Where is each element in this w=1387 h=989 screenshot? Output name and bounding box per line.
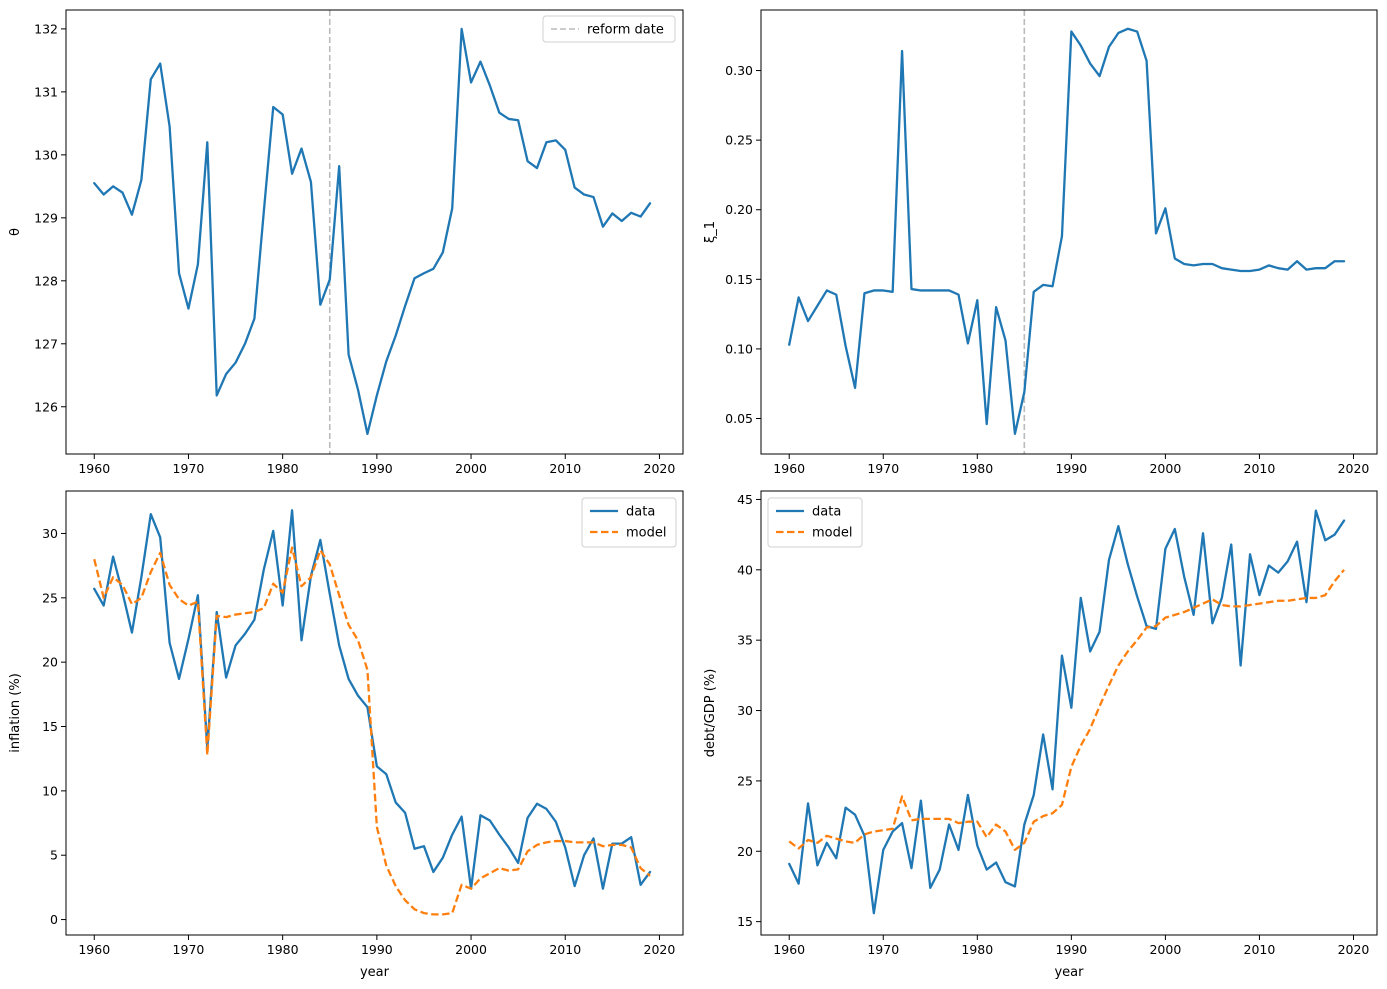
inflation-legend-model-label: model — [626, 526, 666, 541]
xi1-y-tick-label: 0.20 — [725, 202, 753, 217]
theta-x-tick-label: 1980 — [267, 461, 299, 476]
debt-x-tick-label: 1980 — [961, 942, 993, 957]
xi1-series-line-line — [788, 27, 1346, 435]
inflation-y-tick-label: 15 — [42, 719, 58, 734]
debt-x-tick-label: 1960 — [773, 942, 805, 957]
theta-y-tick-label: 130 — [34, 147, 58, 162]
debt-legend-data-label: data — [812, 505, 841, 520]
xi1-x-tick-label: 1960 — [773, 461, 805, 476]
xi1-x-tick-label: 1970 — [867, 461, 899, 476]
debt-legend-model-label: model — [812, 526, 852, 541]
theta-y-tick-label: 128 — [34, 273, 58, 288]
debt-y-tick-label: 30 — [737, 703, 753, 718]
inflation-x-tick-label: 1970 — [173, 942, 205, 957]
theta-axes-frame — [65, 9, 684, 455]
inflation-y-tick-label: 25 — [42, 590, 58, 605]
debt-y-tick-label: 20 — [737, 844, 753, 859]
inflation-series-data-line — [93, 509, 652, 890]
theta-x-tick-label: 2000 — [455, 461, 487, 476]
xi1-y-tick-label: 0.10 — [725, 341, 753, 356]
debt-gdp-panel: 1960 1970 1980 1990 2000 2010 2020 15 20 25 30 35 40… — [703, 490, 1378, 980]
inflation-x-tick-label: 1980 — [267, 942, 299, 957]
xi1-y-tick-label: 0.25 — [725, 133, 753, 148]
xi1-x-tick-label: 1990 — [1055, 461, 1087, 476]
theta-panel: 1960 1970 1980 1990 2000 2010 2020 126 127 128 129… — [8, 9, 684, 476]
debt-x-tick-label: 2000 — [1149, 942, 1181, 957]
inflation-x-tick-label: 2020 — [644, 942, 676, 957]
debt-x-tick-label: 2020 — [1338, 942, 1370, 957]
debt-y-tick-label: 35 — [737, 633, 753, 648]
theta-y-axis-label: θ — [8, 228, 23, 236]
inflation-y-tick-label: 5 — [50, 848, 58, 863]
theta-x-tick-label: 2020 — [644, 461, 676, 476]
inflation-x-tick-label: 1990 — [361, 942, 393, 957]
xi1-x-tick-label: 2000 — [1149, 461, 1181, 476]
xi1-axes-frame — [760, 9, 1378, 455]
xi1-y-axis-label: ξ_1 — [703, 221, 718, 243]
theta-legend: reform date — [542, 15, 676, 43]
theta-x-tick-label: 1960 — [78, 461, 110, 476]
xi1-panel: 1960 1970 1980 1990 2000 2010 2020 0.05 0.10 0.15… — [703, 9, 1378, 476]
inflation-y-tick-label: 20 — [42, 655, 58, 670]
debt-series-data-line — [788, 509, 1346, 915]
inflation-y-tick-label: 0 — [50, 912, 58, 927]
inflation-axes-frame — [65, 490, 684, 936]
debt-axes-frame — [760, 490, 1378, 936]
inflation-series-model-line — [93, 546, 651, 916]
xi1-x-tick-label: 1980 — [961, 461, 993, 476]
debt-y-tick-label: 45 — [737, 492, 753, 507]
debt-y-axis-label: debt/GDP (%) — [703, 669, 718, 758]
inflation-x-tick-label: 2010 — [549, 942, 581, 957]
debt-x-tick-label: 1990 — [1055, 942, 1087, 957]
theta-y-tick-label: 129 — [34, 210, 58, 225]
inflation-panel: 1960 1970 1980 1990 2000 2010 2020 0 5 10 15 20 25 30… — [8, 490, 684, 980]
theta-x-tick-label: 1970 — [173, 461, 205, 476]
theta-series-line-line — [93, 27, 652, 436]
debt-x-tick-label: 1970 — [867, 942, 899, 957]
theta-x-tick-label: 2010 — [549, 461, 581, 476]
debt-y-tick-label: 40 — [737, 562, 753, 577]
debt-x-axis-label: year — [1054, 965, 1084, 980]
theta-y-tick-label: 131 — [34, 84, 58, 99]
theta-legend-reform-label: reform date — [587, 23, 664, 38]
xi1-y-tick-label: 0.15 — [725, 272, 753, 287]
debt-y-tick-label: 15 — [737, 914, 753, 929]
inflation-x-axis-label: year — [360, 965, 390, 980]
xi1-y-tick-label: 0.05 — [725, 411, 753, 426]
xi1-y-tick-label: 0.30 — [725, 63, 753, 78]
xi1-x-tick-label: 2010 — [1244, 461, 1276, 476]
inflation-legend: data model — [581, 497, 677, 548]
debt-legend: data model — [767, 497, 863, 548]
theta-x-tick-label: 1990 — [361, 461, 393, 476]
inflation-y-axis-label: inflation (%) — [8, 673, 23, 753]
inflation-y-tick-label: 30 — [42, 526, 58, 541]
xi1-x-tick-label: 2020 — [1338, 461, 1370, 476]
inflation-x-tick-label: 1960 — [78, 942, 110, 957]
inflation-x-tick-label: 2000 — [455, 942, 487, 957]
debt-y-tick-label: 25 — [737, 773, 753, 788]
inflation-y-tick-label: 10 — [42, 783, 58, 798]
theta-y-tick-label: 132 — [34, 21, 58, 36]
theta-y-tick-label: 127 — [34, 336, 58, 351]
debt-series-model-line — [788, 569, 1345, 852]
inflation-legend-data-label: data — [626, 505, 655, 520]
theta-legend-box — [542, 15, 676, 43]
debt-x-tick-label: 2010 — [1244, 942, 1276, 957]
theta-y-tick-label: 126 — [34, 399, 58, 414]
